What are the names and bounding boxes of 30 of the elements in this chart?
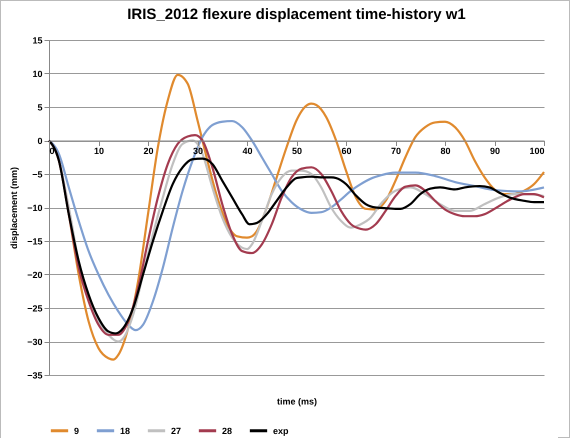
x-tick-label: 20 — [143, 146, 154, 156]
y-tick-label: −35 — [27, 370, 42, 380]
y-axis-title: displacement (mm) — [9, 166, 20, 250]
x-tick-label: 40 — [242, 146, 253, 156]
y-tick-label: −5 — [32, 170, 42, 180]
y-tick-label: −30 — [27, 337, 42, 347]
y-tick-label: 15 — [32, 36, 42, 46]
legend-label: exp — [273, 426, 290, 436]
y-tick-label: −15 — [27, 236, 42, 246]
x-tick-label: 80 — [440, 146, 451, 156]
x-tick-label: 50 — [292, 146, 302, 156]
y-tick-label: −25 — [27, 304, 42, 314]
legend-label: 18 — [120, 426, 130, 436]
x-tick-label: 0 — [50, 146, 55, 156]
x-tick-label: 100 — [529, 146, 544, 156]
x-tick-label: 60 — [341, 146, 352, 156]
legend-label: 28 — [222, 426, 232, 436]
chart-title: IRIS_2012 flexure displacement time-history w1 — [127, 6, 466, 23]
x-tick-label: 70 — [390, 146, 402, 156]
y-tick-label: 10 — [32, 69, 42, 79]
x-tick-label: 30 — [192, 146, 204, 156]
y-tick-label: 0 — [37, 136, 42, 146]
y-tick-label: 5 — [37, 102, 42, 112]
x-tick-label: 10 — [94, 146, 104, 156]
y-tick-label: −10 — [27, 203, 42, 213]
x-tick-label: 90 — [490, 146, 500, 156]
legend-label: 9 — [74, 426, 80, 436]
legend-label: 27 — [171, 426, 182, 436]
y-tick-label: −20 — [27, 270, 42, 280]
x-axis-title: time (ms) — [276, 396, 318, 406]
